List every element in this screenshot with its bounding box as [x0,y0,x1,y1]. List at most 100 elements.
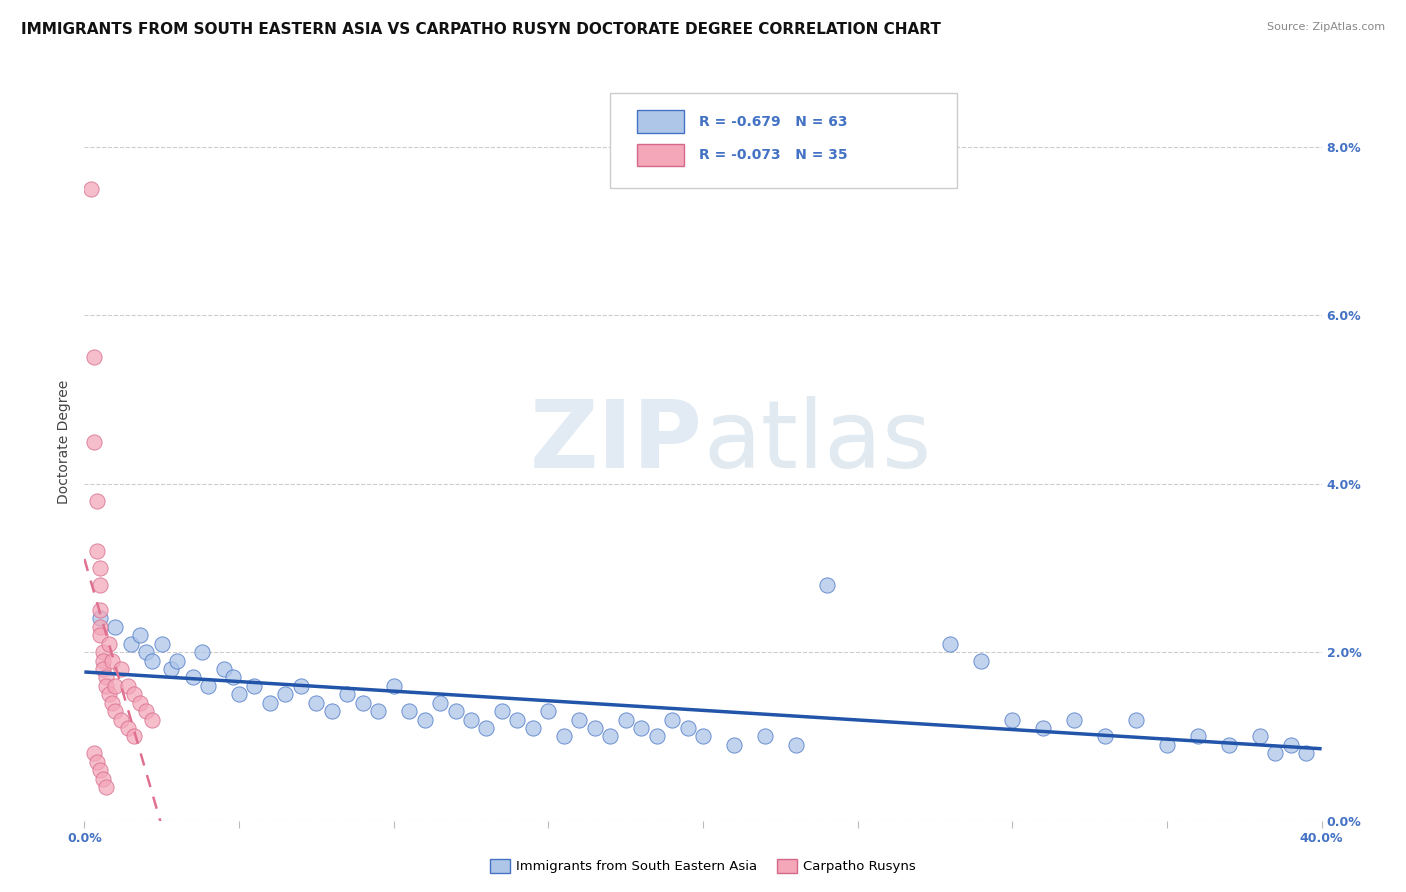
FancyBboxPatch shape [610,93,956,187]
Point [181,670,204,684]
Point [754,730,776,744]
Point [1279,738,1302,752]
Point [150,637,173,651]
Point [135,704,157,718]
Point [79,182,101,196]
Point [1264,746,1286,760]
Point [614,713,637,727]
Point [583,721,606,735]
Point [1125,713,1147,727]
Point [101,654,124,668]
Point [568,713,591,727]
Point [522,721,544,735]
Point [274,687,297,701]
Point [1295,746,1317,760]
Text: ZIP: ZIP [530,395,703,488]
Point [122,730,145,744]
Point [110,713,132,727]
Text: R = -0.679   N = 63: R = -0.679 N = 63 [699,114,848,128]
Point [89,620,111,634]
Point [321,704,343,718]
Point [1032,721,1054,735]
Point [553,730,575,744]
Point [101,696,124,710]
Point [83,351,105,365]
Point [86,493,108,508]
Point [197,679,219,693]
Point [1249,730,1271,744]
Point [599,730,621,744]
Point [228,687,250,701]
Point [1001,713,1024,727]
Point [191,645,214,659]
Point [537,704,560,718]
Point [413,713,436,727]
Point [104,620,127,634]
Point [89,628,111,642]
Point [83,434,105,449]
Point [94,679,117,693]
Point [83,746,105,760]
Legend: Immigrants from South Eastern Asia, Carpatho Rusyns: Immigrants from South Eastern Asia, Carp… [485,854,921,879]
Point [491,704,513,718]
Point [91,654,114,668]
Point [110,662,132,676]
Point [645,730,668,744]
Point [98,637,121,651]
Point [1187,730,1209,744]
Point [970,654,993,668]
Point [661,713,683,727]
Point [367,704,389,718]
Point [222,670,245,684]
Point [305,696,328,710]
Point [939,637,962,651]
Text: Source: ZipAtlas.com: Source: ZipAtlas.com [1267,22,1385,32]
Point [259,696,281,710]
Point [1156,738,1178,752]
Text: R = -0.073   N = 35: R = -0.073 N = 35 [699,148,848,162]
Point [89,763,111,777]
Point [785,738,807,752]
Point [141,654,163,668]
Point [290,679,312,693]
Point [94,780,117,794]
Point [104,704,127,718]
Point [89,603,111,617]
Point [91,662,114,676]
Point [120,637,142,651]
Point [117,721,139,735]
FancyBboxPatch shape [637,111,685,133]
Point [91,645,114,659]
Point [98,687,121,701]
Point [89,611,111,625]
Point [1094,730,1116,744]
Point [86,544,108,558]
Point [166,654,188,668]
Point [1218,738,1240,752]
Point [475,721,498,735]
Point [676,721,699,735]
Text: IMMIGRANTS FROM SOUTH EASTERN ASIA VS CARPATHO RUSYN DOCTORATE DEGREE CORRELATIO: IMMIGRANTS FROM SOUTH EASTERN ASIA VS CA… [21,22,941,37]
Point [815,578,838,592]
Point [460,713,482,727]
Point [117,679,139,693]
Point [429,696,451,710]
Point [94,670,117,684]
Point [444,704,467,718]
Point [104,679,127,693]
Point [129,696,152,710]
Text: atlas: atlas [703,395,931,488]
FancyBboxPatch shape [637,144,685,166]
Point [86,755,108,769]
Point [91,772,114,786]
Point [122,687,145,701]
Point [630,721,652,735]
Point [243,679,266,693]
Point [506,713,529,727]
Point [692,730,714,744]
Point [723,738,745,752]
Point [89,578,111,592]
Point [382,679,405,693]
Point [141,713,163,727]
Point [212,662,235,676]
